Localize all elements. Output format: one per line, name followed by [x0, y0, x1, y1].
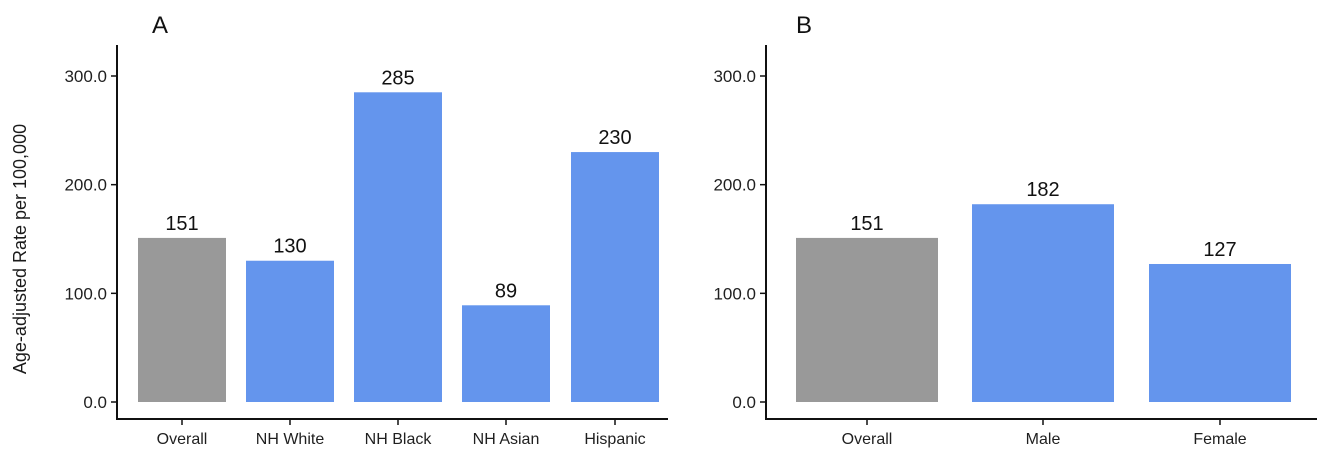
y-tick-label: 200.0 [64, 176, 107, 195]
x-tick-label: Hispanic [584, 431, 645, 448]
x-tick-label: NH Black [365, 431, 433, 448]
bar [246, 260, 334, 402]
y-tick-label: 100.0 [64, 284, 107, 303]
bar [796, 237, 938, 402]
x-tick-label: NH Asian [473, 431, 540, 448]
y-tick-label: 0.0 [732, 393, 756, 412]
bar-value-label: 130 [273, 236, 306, 258]
y-tick-label: 100.0 [713, 284, 756, 303]
bar-value-label: 151 [850, 213, 883, 235]
y-tick-label: 300.0 [64, 67, 107, 86]
bar-value-label: 230 [598, 127, 631, 149]
panel-b: B 0.0 100.0 200.0 300.0 151 Overall 182 Male 127 F… [713, 12, 1317, 448]
bar [462, 305, 550, 402]
bar-value-label: 89 [495, 280, 517, 302]
x-tick-label: Overall [842, 431, 893, 448]
bar [972, 204, 1114, 402]
x-tick-label: Female [1193, 431, 1246, 448]
x-tick-label: Male [1026, 431, 1061, 448]
y-tick-label: 0.0 [83, 393, 107, 412]
bar-value-label: 127 [1203, 239, 1236, 261]
panel-label: A [152, 12, 168, 39]
bar [571, 152, 659, 402]
bar [1149, 263, 1291, 402]
panel-a: A 0.0 100.0 200.0 300.0 151 Overall 130 NH White… [10, 12, 668, 448]
y-tick-label: 300.0 [713, 67, 756, 86]
bar-value-label: 182 [1026, 179, 1059, 201]
x-tick-label: NH White [256, 431, 325, 448]
y-tick-label: 200.0 [713, 176, 756, 195]
y-axis-title: Age-adjusted Rate per 100,000 [10, 124, 30, 374]
bar [354, 92, 442, 403]
panel-label: B [796, 12, 812, 39]
bar [138, 237, 226, 402]
bar-value-label: 151 [165, 213, 198, 235]
bar-value-label: 285 [381, 67, 414, 89]
x-tick-label: Overall [157, 431, 208, 448]
